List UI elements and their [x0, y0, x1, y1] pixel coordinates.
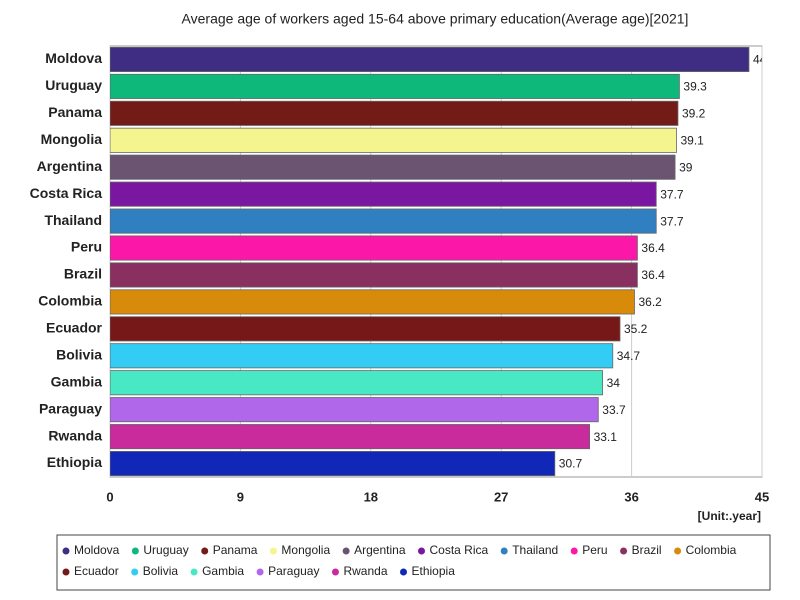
legend-label: Rwanda — [343, 564, 387, 578]
y-tick-label: Ethiopia — [47, 454, 102, 470]
bar — [110, 343, 614, 369]
bar — [110, 451, 556, 477]
y-tick-label: Rwanda — [48, 427, 102, 443]
bar — [110, 154, 676, 180]
legend-label: Thailand — [512, 543, 558, 557]
bars: 44.1 39.3 39.2 39.1 39 37.7 37.7 36.4 36.4 36.2 35… — [110, 46, 777, 477]
chart-title: Average age of workers aged 15-64 above … — [182, 11, 689, 27]
x-tick-label: 9 — [237, 489, 244, 504]
x-tick-label: 45 — [755, 489, 769, 504]
value-label: 39.1 — [681, 133, 705, 147]
y-tick-label: Brazil — [64, 266, 102, 282]
bar — [110, 397, 599, 423]
y-tick-label: Mongolia — [41, 131, 103, 147]
value-label: 44.1 — [753, 53, 777, 67]
value-label: 39.3 — [683, 80, 707, 94]
legend-marker — [674, 547, 682, 555]
bar — [110, 46, 750, 72]
y-tick-label: Argentina — [37, 158, 103, 174]
legend-marker — [190, 568, 198, 576]
value-label: 34.7 — [617, 349, 641, 363]
legend-marker — [62, 547, 70, 555]
legend-marker — [256, 568, 264, 576]
legend-marker — [269, 547, 277, 555]
value-label: 39.2 — [682, 107, 706, 121]
legend-marker — [131, 568, 139, 576]
legend-marker — [620, 547, 628, 555]
x-tick-label: 27 — [494, 489, 508, 504]
legend-label: Bolivia — [143, 564, 179, 578]
y-tick-label: Ecuador — [46, 320, 103, 336]
legend-label: Ecuador — [74, 564, 119, 578]
value-label: 37.7 — [660, 214, 684, 228]
bar — [110, 235, 638, 261]
legend-marker — [331, 568, 339, 576]
x-tick-label: 36 — [624, 489, 638, 504]
legend-label: Costa Rica — [430, 543, 489, 557]
legend-label: Brazil — [632, 543, 662, 557]
value-label: 35.2 — [624, 322, 648, 336]
legend-box — [56, 534, 771, 591]
x-tick-label: 18 — [364, 489, 378, 504]
value-label: 36.4 — [641, 241, 665, 255]
legend-marker — [62, 568, 70, 576]
legend-marker — [418, 547, 425, 555]
legend-marker — [400, 568, 407, 576]
bar — [110, 100, 679, 126]
y-tick-label: Gambia — [51, 373, 103, 389]
legend-label: Mongolia — [281, 543, 330, 557]
y-tick-label: Thailand — [44, 212, 102, 228]
x-tick-label: 0 — [106, 489, 113, 504]
legend-label: Panama — [213, 543, 258, 557]
bar — [110, 208, 657, 234]
y-tick-label: Panama — [48, 104, 102, 120]
bar — [110, 316, 621, 342]
legend-marker — [131, 547, 139, 555]
legend-marker — [342, 547, 350, 555]
y-tick-label: Moldova — [45, 50, 102, 66]
legend-label: Ethiopia — [412, 564, 456, 578]
y-tick-label: Costa Rica — [30, 185, 103, 201]
value-label: 39 — [679, 160, 693, 174]
legend-marker — [201, 547, 209, 555]
bar — [110, 181, 657, 207]
value-label: 36.4 — [641, 268, 665, 282]
value-label: 33.7 — [602, 403, 626, 417]
legend-label: Paraguay — [268, 564, 319, 578]
y-tick-label: Bolivia — [56, 346, 102, 362]
y-tick-label: Peru — [71, 239, 102, 255]
legend-marker — [570, 547, 578, 555]
bar — [110, 262, 638, 288]
legend-label: Moldova — [74, 543, 120, 557]
value-label: 36.2 — [638, 295, 662, 309]
legend-label: Uruguay — [143, 543, 188, 557]
value-label: 30.7 — [559, 457, 583, 471]
value-label: 34 — [607, 376, 621, 390]
bar — [110, 424, 590, 450]
bar — [110, 127, 677, 153]
legend-label: Argentina — [354, 543, 406, 557]
y-tick-label: Colombia — [38, 293, 102, 309]
unit-label: [Unit:.year] — [698, 509, 761, 523]
legend-label: Peru — [582, 543, 607, 557]
legend-label: Colombia — [686, 543, 737, 557]
legend-label: Gambia — [202, 564, 244, 578]
y-tick-label: Uruguay — [45, 77, 102, 93]
y-tick-label: Paraguay — [39, 400, 102, 416]
value-label: 37.7 — [660, 187, 684, 201]
bar — [110, 370, 604, 396]
legend-marker — [500, 547, 508, 555]
bar — [110, 289, 635, 315]
value-label: 33.1 — [594, 430, 618, 444]
bar — [110, 73, 680, 99]
